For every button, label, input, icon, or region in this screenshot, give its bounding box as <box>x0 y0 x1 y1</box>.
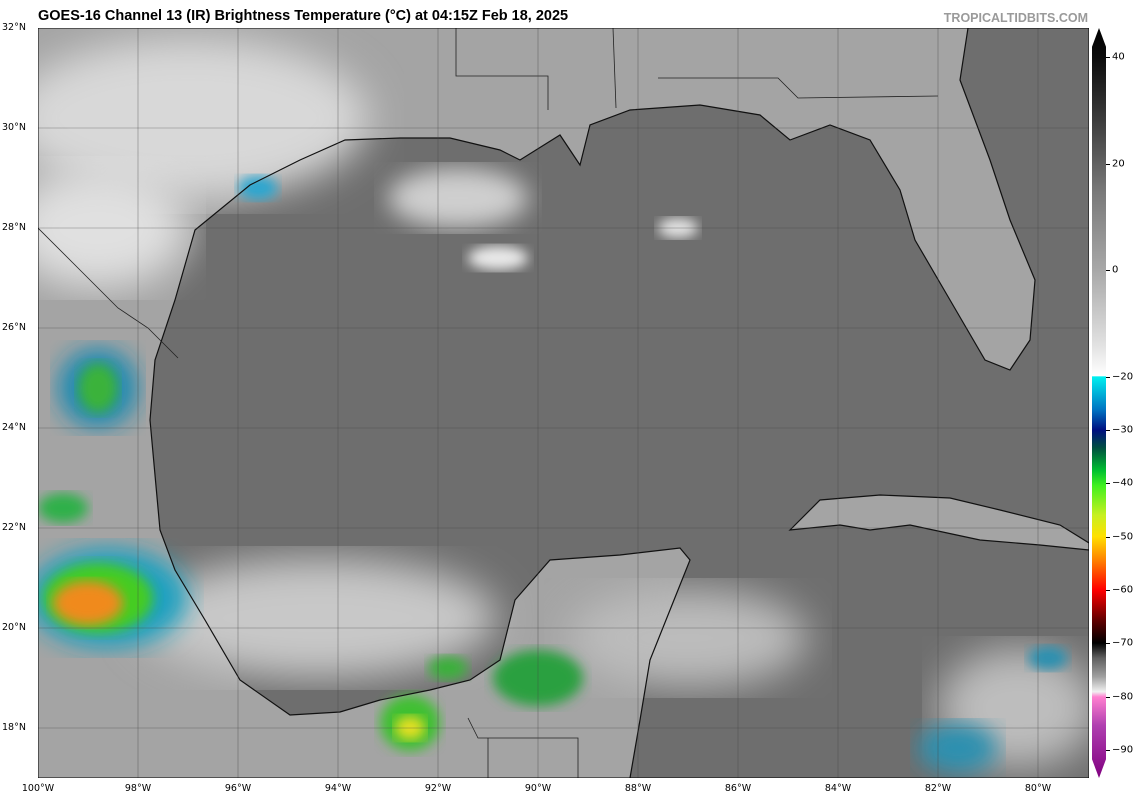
cuba-land <box>790 495 1089 550</box>
colorbar-tick-mark <box>1106 57 1110 58</box>
graticule <box>38 28 1089 778</box>
lat-label: 32°N <box>2 22 26 33</box>
colorbar-tick-label: −50 <box>1112 531 1134 543</box>
colorbar-tick-label: −60 <box>1112 584 1134 596</box>
lon-label: 96°W <box>224 783 252 794</box>
lat-label: 30°N <box>2 122 26 133</box>
mexico-land <box>38 530 690 778</box>
colorbar-tick-mark <box>1106 483 1110 485</box>
cloud-field <box>38 38 1089 773</box>
lon-label: 100°W <box>21 783 55 794</box>
satellite-map <box>38 28 1089 778</box>
lon-label: 88°W <box>624 783 652 794</box>
borders <box>38 28 939 778</box>
lat-label: 28°N <box>2 222 26 233</box>
colorbar-tick-mark <box>1106 163 1110 165</box>
lon-label: 98°W <box>124 783 152 794</box>
colorbar-tick-mark <box>1106 376 1110 378</box>
colorbar-tick-label: −30 <box>1112 424 1134 436</box>
colorbar-tick-label: −40 <box>1112 477 1134 489</box>
coastlines <box>149 28 1089 778</box>
lon-label: 90°W <box>524 783 552 794</box>
colorbar-tick-mark <box>1106 749 1110 751</box>
colorbar-tick-mark <box>1106 536 1110 538</box>
lon-label: 94°W <box>324 783 352 794</box>
lat-label: 20°N <box>2 622 26 633</box>
lat-label: 26°N <box>2 322 26 333</box>
colorbar-tick-label: −80 <box>1112 691 1134 703</box>
colorbar-tick-mark <box>1106 270 1110 272</box>
lat-label: 24°N <box>2 422 26 433</box>
lon-label: 92°W <box>424 783 452 794</box>
map-title: GOES-16 Channel 13 (IR) Brightness Tempe… <box>38 8 569 24</box>
colorbar-tick-mark <box>1106 430 1110 432</box>
lat-label: 22°N <box>2 522 26 533</box>
colorbar-tick-label: 20 <box>1112 158 1125 170</box>
colorbar <box>1092 28 1106 778</box>
colorbar-tick-label: 0 <box>1112 264 1119 276</box>
colorbar-tick-label: −70 <box>1112 637 1134 649</box>
colorbar-tick-mark <box>1106 643 1110 645</box>
lon-label: 80°W <box>1024 783 1052 794</box>
lat-label: 18°N <box>2 722 26 733</box>
lon-label: 86°W <box>724 783 752 794</box>
colorbar-tick-label: 40 <box>1112 51 1125 63</box>
colorbar-tick-mark <box>1106 696 1110 698</box>
site-watermark: TROPICALTIDBITS.COM <box>943 11 1088 25</box>
colorbar-tick-label: −90 <box>1112 744 1134 756</box>
colorbar-tick-mark <box>1106 590 1110 591</box>
lon-label: 82°W <box>924 783 952 794</box>
lon-label: 84°W <box>824 783 852 794</box>
colorbar-tick-label: −20 <box>1112 371 1134 383</box>
